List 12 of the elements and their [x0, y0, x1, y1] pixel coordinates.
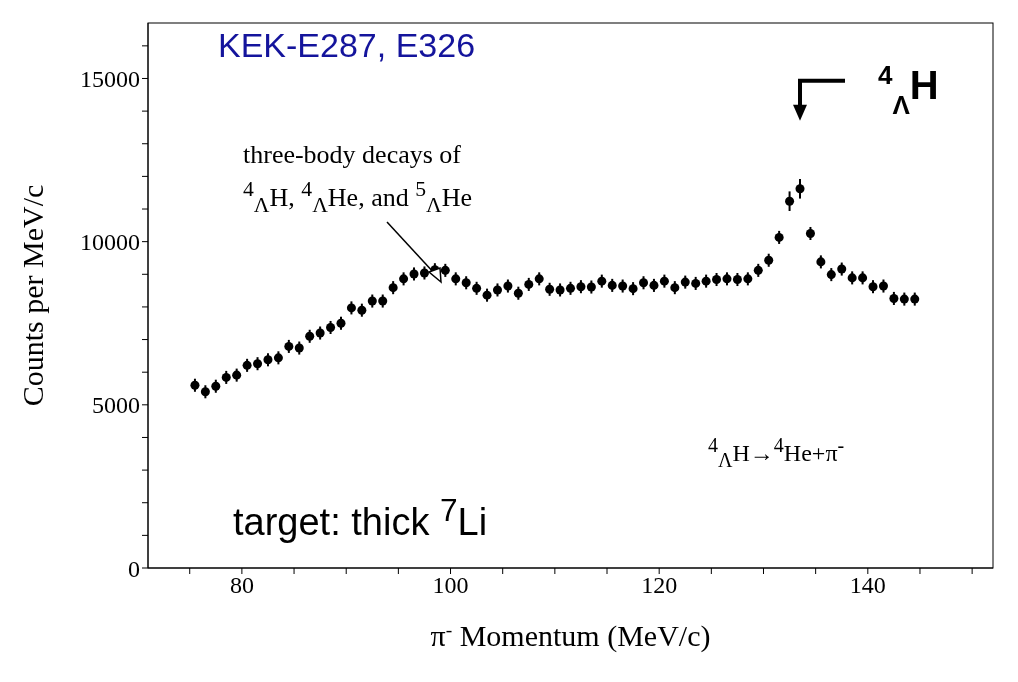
x-tick-label: 80 [229, 572, 254, 599]
x-tick-label: 140 [849, 572, 886, 599]
annotation: target: thick $^{7}$Li [233, 492, 488, 543]
y-tick-label: 15000 [80, 66, 140, 92]
y-tick-label: 0 [128, 555, 140, 582]
y-tick-label: 10000 [80, 229, 140, 256]
y-tick-label: 5000 [92, 392, 140, 419]
annotation: KEK-E287, E326 [218, 26, 476, 64]
y-axis-title: Counts per MeV/c [15, 184, 49, 407]
x-tick-label: 100 [432, 572, 469, 599]
x-axis-title: π$^{-}$ Momentum (MeV/c) [430, 618, 711, 653]
x-tick-label: 120 [641, 572, 678, 599]
